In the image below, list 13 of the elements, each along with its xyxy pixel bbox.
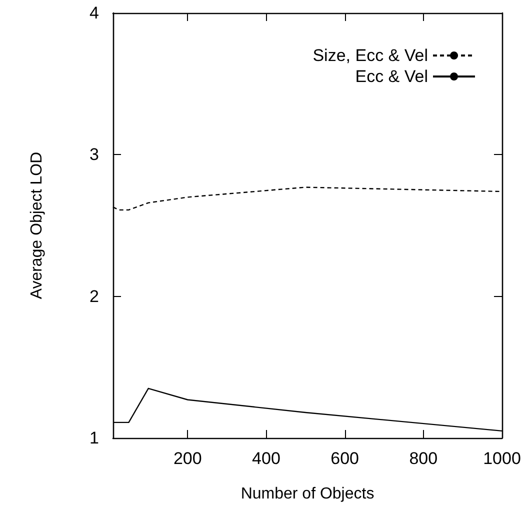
x-tick-label: 400 — [252, 449, 280, 468]
x-tick-label: 800 — [409, 449, 438, 468]
y-tick-label: 1 — [90, 428, 99, 448]
x-tick-label: 600 — [330, 449, 360, 468]
x-tick-label: 1000 — [483, 449, 521, 468]
y-tick-label: 4 — [90, 4, 99, 22]
x-tick-label: 200 — [173, 449, 202, 468]
x-axis-title: Number of Objects — [240, 486, 374, 502]
y-tick-label: 3 — [90, 145, 99, 164]
legend-label: Size, Ecc & Vel — [312, 46, 428, 65]
legend-label: Ecc & Vel — [355, 67, 428, 86]
y-tick-label: 2 — [90, 286, 99, 306]
y-axis-title: Average Object LOD — [28, 152, 46, 300]
